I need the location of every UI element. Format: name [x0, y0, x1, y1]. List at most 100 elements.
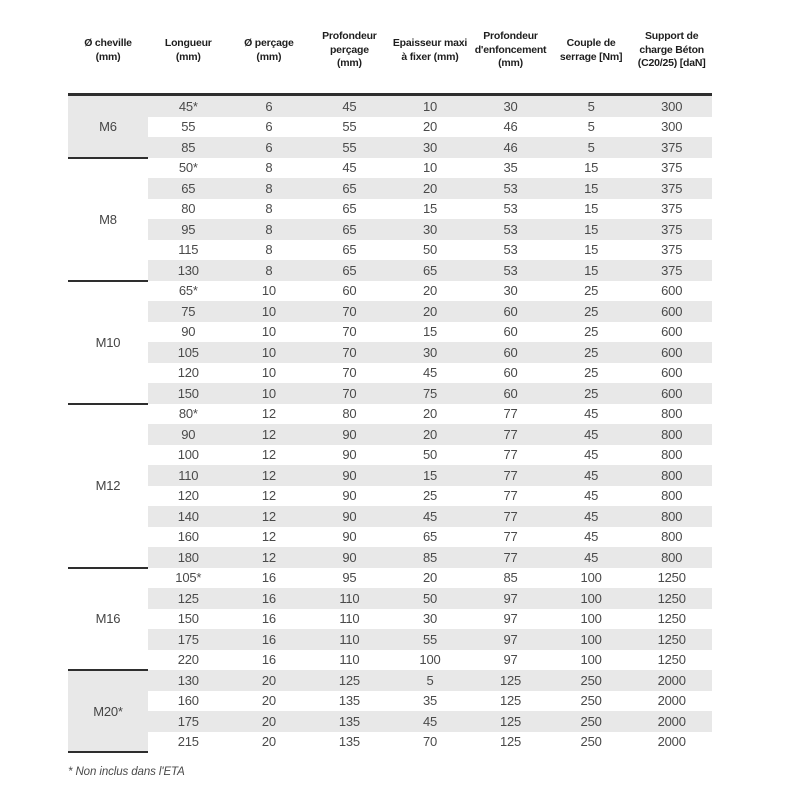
cell: 800: [661, 529, 683, 545]
column-header-percage: Ø perçage (mm): [228, 8, 310, 96]
table-row: 175 20 135 45 125 250 2000: [68, 711, 712, 732]
cell: 45: [309, 94, 390, 117]
cell: 70: [342, 324, 357, 340]
table-row: M16 105* 16 95 20 85 100 1250: [68, 567, 712, 671]
cell: 375: [661, 201, 683, 217]
cell: 60: [503, 365, 518, 381]
table-row: 130 8 65 65 53 15 375: [68, 260, 712, 281]
cell: 120: [177, 365, 199, 381]
cell: 100: [177, 447, 199, 463]
cell: 16: [261, 570, 276, 586]
cell: 140: [148, 506, 229, 527]
cell: 45: [584, 488, 599, 504]
cell: 10: [228, 342, 310, 363]
cell: 20: [389, 301, 471, 322]
table-row: 125 16 110 50 97 100 1250: [68, 588, 712, 609]
cell: 65: [309, 219, 390, 240]
cell: 600: [661, 283, 683, 299]
cell: 53: [470, 178, 551, 199]
cell: 53: [503, 201, 518, 217]
cell: 1250: [631, 588, 712, 609]
cell: 125: [499, 693, 522, 709]
table-row: 150 16 110 30 97 100 1250: [68, 609, 712, 630]
cell: 75: [148, 301, 229, 322]
cell: 2000: [631, 711, 712, 732]
table-row: 180 12 90 85 77 45 800: [68, 547, 712, 568]
cell: 125: [148, 588, 229, 609]
cell: 8: [228, 219, 310, 240]
column-header-epaisseur: Epaisseur maxi à fixer (mm): [389, 8, 471, 96]
cell: 105: [148, 342, 229, 363]
cell: 175: [148, 629, 229, 650]
cell: 375: [631, 178, 712, 199]
column-header-cheville: Ø cheville (mm): [68, 8, 148, 96]
cell: 800: [661, 488, 683, 504]
table-row: 90 12 90 20 77 45 800: [68, 424, 712, 445]
cell: 6: [228, 94, 310, 117]
cell: 30: [389, 219, 471, 240]
cell: 90: [309, 465, 390, 486]
cell: 77: [503, 488, 518, 504]
cell: 10: [261, 324, 276, 340]
cell: 75: [389, 383, 471, 404]
cell: 25: [422, 488, 437, 504]
cell: 8: [228, 178, 310, 199]
cell: 90: [148, 424, 229, 445]
cell: 45: [389, 506, 471, 527]
cell: 375: [661, 242, 683, 258]
cell: 150: [148, 383, 229, 404]
cell: 600: [631, 383, 712, 404]
cell: 100: [580, 611, 602, 627]
table-row: M12 80* 12 80 20 77 45 800: [68, 403, 712, 569]
cell: 50: [422, 447, 437, 463]
cell: 20: [228, 711, 310, 732]
cell: 30: [422, 611, 437, 627]
spec-table: Ø cheville (mm) Longueur (mm) Ø perçage (mm) P…: [68, 8, 712, 753]
cell: 8: [265, 160, 273, 176]
cell: 45: [584, 406, 599, 422]
cell: 35: [503, 160, 518, 176]
cell: 20: [261, 693, 276, 709]
table-row: 175 16 110 55 97 100 1250: [68, 629, 712, 650]
column-header-profondeur-percage: Profondeur perçage (mm): [309, 8, 390, 96]
cell: 5: [550, 137, 632, 158]
column-header-couple: Couple de serrage [Nm]: [550, 8, 632, 96]
cell: 77: [503, 447, 518, 463]
cell: 70: [309, 301, 390, 322]
cell: 300: [631, 94, 712, 117]
cell: 77: [470, 465, 551, 486]
cell: 160: [177, 529, 199, 545]
cell: 20: [422, 406, 437, 422]
cell: 65: [342, 201, 357, 217]
cell: 800: [631, 547, 712, 568]
cell: 90: [342, 529, 357, 545]
cell: 10: [389, 94, 471, 117]
cell: 100: [550, 588, 632, 609]
cell: 30: [470, 94, 551, 117]
cell: 12: [228, 424, 310, 445]
cell: 100: [419, 652, 441, 668]
cell: 50: [422, 242, 437, 258]
cell: 5: [550, 94, 632, 117]
cell: 55: [342, 119, 357, 135]
cell: 800: [661, 447, 683, 463]
cell: 45: [342, 160, 357, 176]
cell: 120: [177, 488, 199, 504]
cell: 125: [470, 711, 551, 732]
cell: 70: [309, 383, 390, 404]
cell: 90: [309, 506, 390, 527]
cell: 800: [631, 465, 712, 486]
cell: 25: [550, 301, 632, 322]
cell: 12: [228, 547, 310, 568]
cell: 20: [261, 734, 276, 750]
cell: 800: [631, 424, 712, 445]
cell: 130: [148, 670, 229, 691]
cell: 12: [261, 488, 276, 504]
cell: 125: [499, 734, 522, 750]
cell: 600: [631, 301, 712, 322]
cell: 65: [342, 242, 357, 258]
table-row: 160 20 135 35 125 250 2000: [68, 691, 712, 712]
column-header-longueur: Longueur (mm): [148, 8, 229, 96]
cell: 110: [309, 588, 390, 609]
